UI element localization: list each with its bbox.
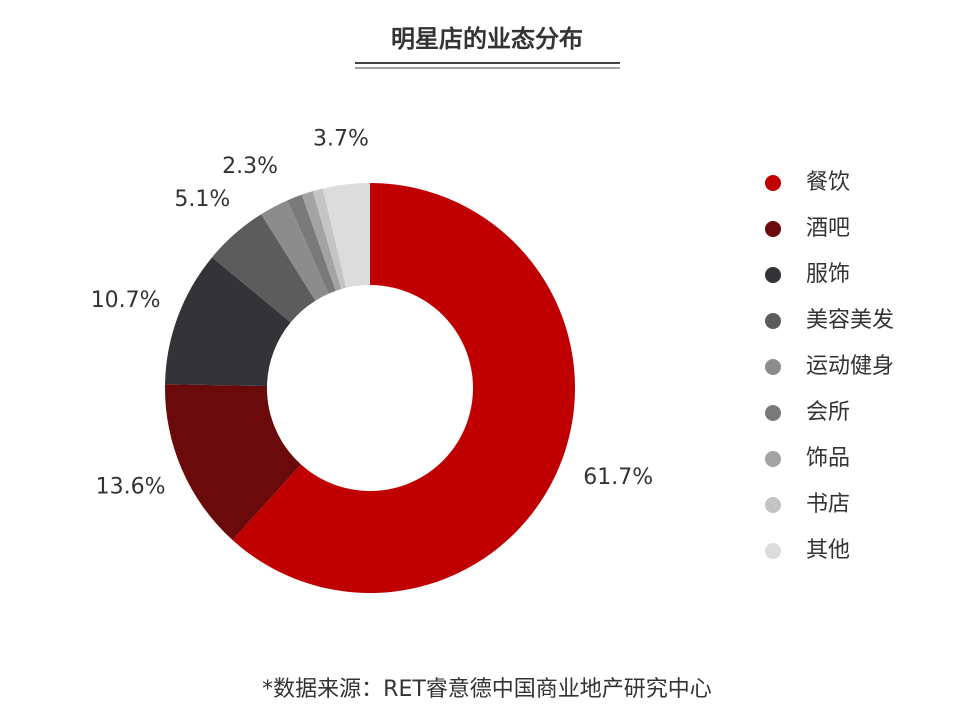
donut-slice — [301, 191, 342, 291]
legend-marker — [765, 451, 781, 467]
data-label: 3.7% — [313, 127, 369, 152]
legend-label: 饰品 — [806, 446, 850, 471]
legend-label: 其他 — [806, 538, 850, 563]
donut-slice — [312, 188, 347, 290]
data-label: 10.7% — [91, 288, 161, 313]
legend-label: 美容美发 — [806, 308, 894, 333]
legend-marker — [765, 405, 781, 421]
data-label: 2.3% — [222, 154, 278, 179]
legend-marker — [765, 359, 781, 375]
donut-slice — [261, 200, 329, 301]
source-note: *数据来源：RET睿意德中国商业地产研究中心 — [262, 677, 712, 702]
legend-label: 餐饮 — [806, 170, 850, 195]
legend-marker — [765, 221, 781, 237]
legend-marker — [765, 543, 781, 559]
donut-slice — [322, 183, 370, 288]
legend-label: 会所 — [806, 400, 850, 425]
donut-slice — [165, 384, 301, 541]
data-label: 5.1% — [174, 187, 230, 212]
donut-slice — [212, 214, 316, 323]
data-label: 13.6% — [96, 474, 166, 499]
legend-label: 书店 — [806, 492, 850, 517]
donut-slice — [232, 183, 576, 594]
legend-label: 运动健身 — [806, 354, 894, 379]
legend-marker — [765, 267, 781, 283]
chart-title: 明星店的业态分布 — [391, 25, 583, 53]
donut-slice — [287, 194, 336, 294]
data-label: 61.7% — [583, 465, 653, 490]
legend-marker — [765, 497, 781, 513]
donut-slice — [165, 257, 291, 387]
legend-label: 服饰 — [806, 262, 850, 287]
legend-marker — [765, 313, 781, 329]
legend-label: 酒吧 — [806, 216, 850, 241]
legend-marker — [765, 175, 781, 191]
